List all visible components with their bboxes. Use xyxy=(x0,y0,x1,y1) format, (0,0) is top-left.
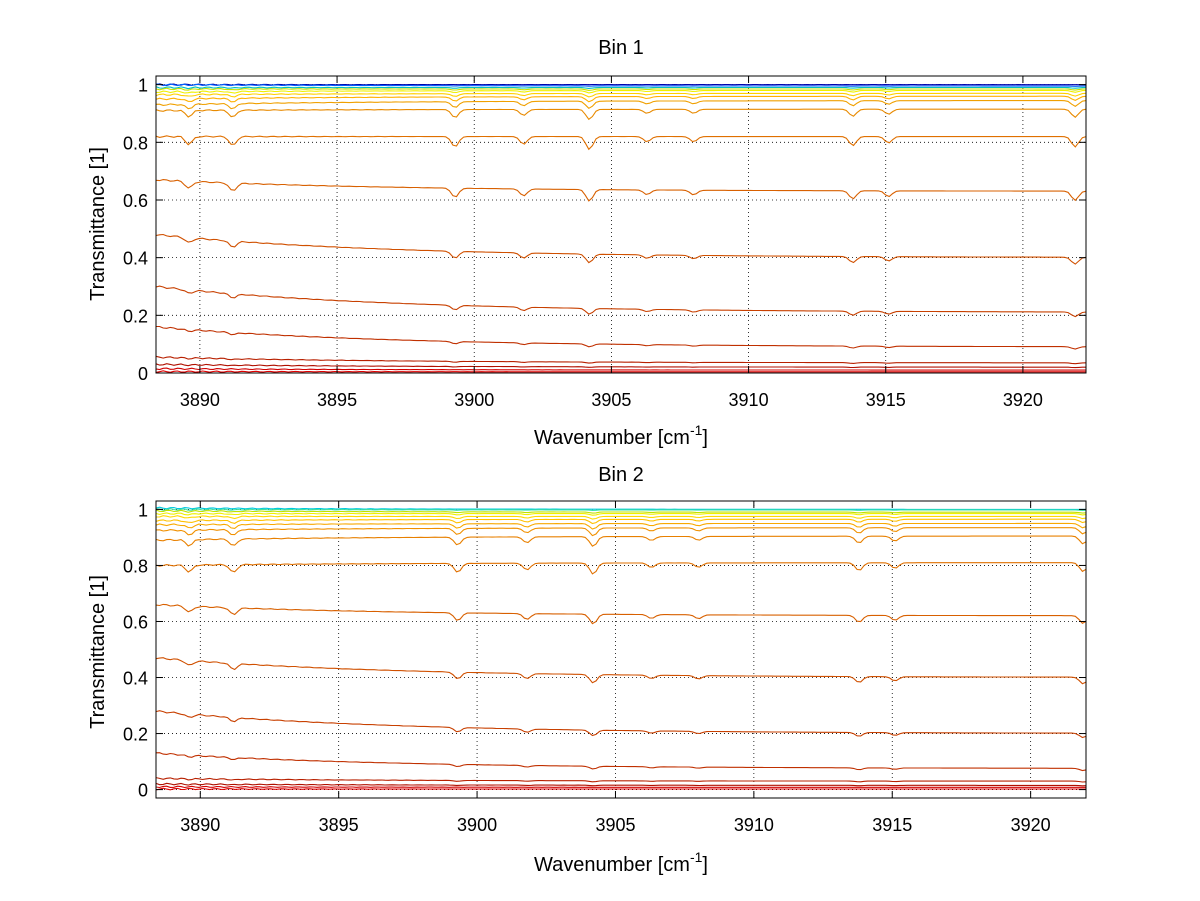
y-tick-label: 0.2 xyxy=(123,725,148,745)
chart-panel-bin-2: Bin 2 3890 3895 3900 3905 3910 3915 3920 0 0.2 0.… xyxy=(87,464,1087,876)
series-line xyxy=(155,100,1087,110)
x-axis-label-sup: -1 xyxy=(690,422,703,438)
series-line xyxy=(155,367,1086,371)
series-group xyxy=(155,83,1087,373)
y-tick-label: 0.8 xyxy=(123,556,148,576)
series-line xyxy=(155,782,1087,787)
chart-panel-bin-1: Bin 1 3890 3895 3900 3905 3910 3915 3920 0 0.2 0.… xyxy=(87,37,1087,449)
series-line xyxy=(155,657,1087,685)
y-tick-label: 1 xyxy=(138,76,148,96)
series-line xyxy=(155,83,1086,87)
x-axis-label: Wavenumber [cm-1] xyxy=(534,849,708,876)
series-line xyxy=(155,752,1087,772)
series-line xyxy=(155,562,1087,575)
series-line xyxy=(155,135,1087,151)
y-axis-label: Transmittance [1] xyxy=(87,147,109,301)
x-tick-label: 3915 xyxy=(866,390,906,410)
series-line xyxy=(155,506,1086,510)
axes-frame xyxy=(155,75,1087,374)
ticks: 3890 3895 3900 3905 3910 3915 3920 0 0.2 0.4 0.6 0.… xyxy=(123,500,1086,835)
series-line xyxy=(155,363,1086,369)
series-line xyxy=(155,515,1087,520)
x-tick-label: 3900 xyxy=(457,815,497,835)
y-tick-label: 0.4 xyxy=(123,249,148,269)
x-tick-label: 3890 xyxy=(180,390,220,410)
series-line xyxy=(155,603,1087,625)
series-line xyxy=(155,785,1086,789)
series-line xyxy=(155,777,1087,783)
grid xyxy=(156,76,1086,374)
y-tick-label: 1 xyxy=(138,500,148,520)
x-tick-label: 3915 xyxy=(872,815,912,835)
series-line xyxy=(155,527,1087,537)
series-line xyxy=(155,535,1087,547)
series-line xyxy=(155,92,1087,98)
series-line xyxy=(155,95,1087,103)
x-tick-label: 3905 xyxy=(591,390,631,410)
x-tick-label: 3895 xyxy=(317,390,357,410)
grid xyxy=(156,501,1086,798)
x-tick-label: 3920 xyxy=(1011,815,1051,835)
x-tick-label: 3910 xyxy=(734,815,774,835)
series-line xyxy=(155,512,1087,516)
series-line xyxy=(155,518,1087,525)
series-line xyxy=(155,108,1087,121)
chart-title: Bin 1 xyxy=(598,37,644,59)
y-tick-label: 0.8 xyxy=(123,133,148,153)
ticks: 3890 3895 3900 3905 3910 3915 3920 0 0.2 0.4 0.6 0.… xyxy=(123,76,1086,410)
x-axis-label-main: Wavenumber [cm xyxy=(534,854,690,876)
y-tick-label: 0.4 xyxy=(123,669,148,689)
y-tick-label: 0 xyxy=(138,364,148,384)
series-line xyxy=(155,87,1087,91)
y-tick-label: 0.6 xyxy=(123,612,148,632)
x-tick-label: 3905 xyxy=(595,815,635,835)
axes-frame xyxy=(155,500,1087,799)
series-group xyxy=(155,506,1087,791)
series-line xyxy=(155,179,1087,202)
x-tick-label: 3910 xyxy=(729,390,769,410)
chart-title: Bin 2 xyxy=(598,464,644,486)
x-axis-label-main: Wavenumber [cm xyxy=(534,427,690,449)
x-tick-label: 3890 xyxy=(180,815,220,835)
y-axis-label: Transmittance [1] xyxy=(87,575,109,729)
series-line xyxy=(155,83,1086,86)
series-line xyxy=(155,355,1087,365)
x-tick-label: 3900 xyxy=(454,390,494,410)
x-tick-label: 3920 xyxy=(1003,390,1043,410)
x-axis-label-end: ] xyxy=(702,427,708,449)
y-tick-label: 0.2 xyxy=(123,306,148,326)
x-axis-label-sup: -1 xyxy=(690,849,703,865)
series-line xyxy=(155,89,1087,94)
series-line xyxy=(155,285,1087,318)
series-line xyxy=(155,710,1087,739)
x-axis-label: Wavenumber [cm-1] xyxy=(534,422,708,449)
series-line xyxy=(155,509,1087,514)
series-line xyxy=(155,233,1087,265)
x-axis-label-end: ] xyxy=(702,854,708,876)
y-tick-label: 0.6 xyxy=(123,191,148,211)
x-tick-label: 3895 xyxy=(319,815,359,835)
series-line xyxy=(155,522,1087,530)
series-line xyxy=(156,325,1087,350)
series-line xyxy=(155,86,1087,90)
y-tick-label: 0 xyxy=(138,781,148,801)
series-line xyxy=(155,370,1086,373)
series-line xyxy=(155,508,1087,511)
series-line xyxy=(155,787,1086,791)
